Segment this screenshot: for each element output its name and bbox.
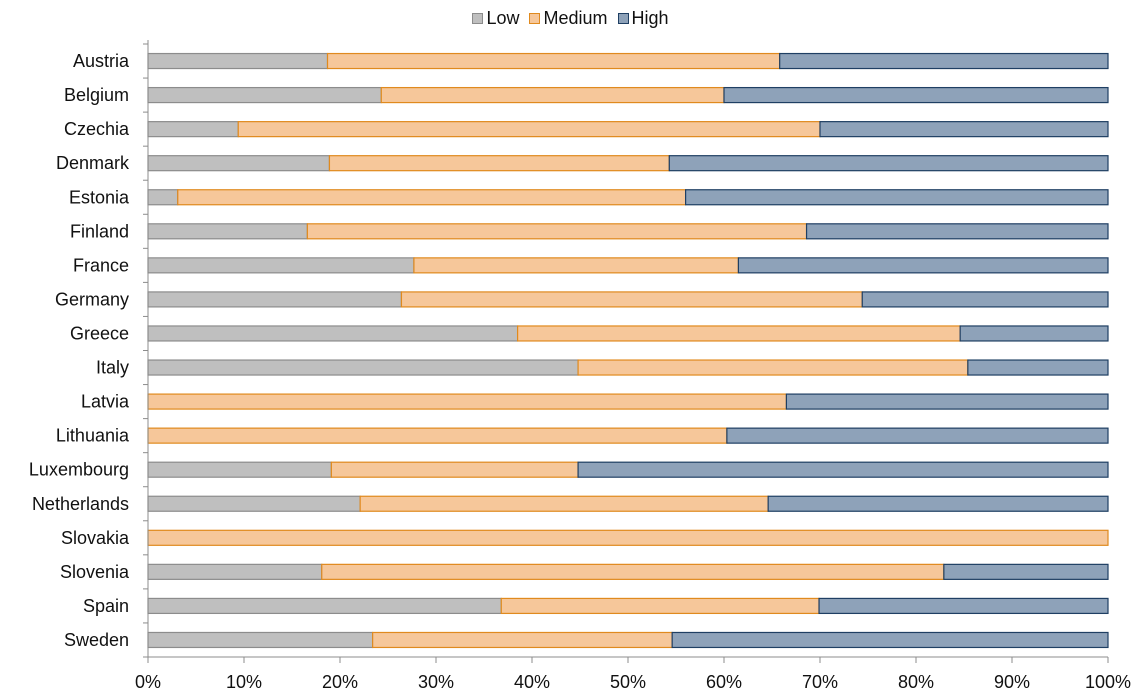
bar-medium-luxembourg bbox=[330, 461, 579, 478]
bar-high-germany bbox=[861, 291, 1109, 308]
bar-medium-spain bbox=[500, 597, 820, 615]
bar-medium-austria bbox=[326, 52, 781, 70]
bar-high-finland bbox=[805, 223, 1109, 240]
category-label: Belgium bbox=[64, 85, 129, 105]
bar-low-france bbox=[147, 257, 415, 274]
bar-medium-estonia bbox=[177, 189, 687, 206]
x-tick-label: 60% bbox=[706, 672, 742, 692]
category-label: Netherlands bbox=[32, 494, 129, 514]
legend-item-low: Low bbox=[472, 8, 519, 29]
bar-medium-denmark bbox=[328, 155, 670, 172]
bar-high-lithuania bbox=[726, 427, 1109, 444]
bar-medium-slovakia bbox=[147, 529, 1109, 546]
bar-medium-greece bbox=[516, 325, 961, 342]
bar-medium-lithuania bbox=[147, 427, 728, 444]
legend-swatch-medium bbox=[529, 13, 541, 24]
legend-label-low: Low bbox=[486, 8, 520, 28]
bar-low-luxembourg bbox=[147, 461, 332, 478]
bar-high-estonia bbox=[684, 189, 1109, 206]
legend-label-high: High bbox=[631, 8, 669, 28]
bar-high-austria bbox=[779, 52, 1109, 70]
bar-medium-italy bbox=[577, 359, 969, 376]
bar-medium-czechia bbox=[237, 121, 821, 138]
category-label: Lithuania bbox=[56, 426, 130, 446]
bar-low-austria bbox=[147, 52, 329, 70]
bar-low-italy bbox=[147, 359, 579, 376]
category-label: Czechia bbox=[64, 119, 130, 139]
bar-low-finland bbox=[147, 223, 308, 240]
legend-label-medium: Medium bbox=[543, 8, 608, 28]
bar-low-sweden bbox=[147, 631, 374, 649]
bar-medium-france bbox=[413, 257, 740, 274]
bar-high-greece bbox=[959, 325, 1109, 342]
bar-low-denmark bbox=[147, 155, 331, 172]
bar-high-slovenia bbox=[943, 563, 1109, 580]
bar-high-czechia bbox=[819, 121, 1109, 138]
category-label: Italy bbox=[96, 358, 129, 378]
category-label: Sweden bbox=[64, 630, 129, 650]
legend-swatch-high bbox=[617, 13, 629, 24]
bar-low-netherlands bbox=[147, 495, 361, 512]
category-label: Germany bbox=[55, 289, 129, 309]
bar-high-sweden bbox=[671, 631, 1109, 649]
bar-high-italy bbox=[967, 359, 1109, 376]
category-label: Slovakia bbox=[61, 528, 130, 548]
category-label: Finland bbox=[70, 221, 129, 241]
category-label: France bbox=[73, 255, 129, 275]
category-label: Denmark bbox=[56, 153, 130, 173]
legend-item-medium: Medium bbox=[529, 8, 608, 29]
x-tick-label: 70% bbox=[802, 672, 838, 692]
bar-medium-belgium bbox=[380, 86, 725, 104]
category-label: Slovenia bbox=[60, 562, 130, 582]
legend-swatch-low bbox=[472, 13, 484, 24]
category-label: Estonia bbox=[69, 187, 130, 207]
bar-high-france bbox=[737, 257, 1109, 274]
bar-low-spain bbox=[147, 597, 502, 615]
x-tick-label: 30% bbox=[418, 672, 454, 692]
legend-item-high: High bbox=[617, 8, 669, 29]
bar-high-spain bbox=[818, 597, 1109, 615]
x-tick-label: 100% bbox=[1085, 672, 1131, 692]
x-tick-label: 10% bbox=[226, 672, 262, 692]
bar-low-germany bbox=[147, 291, 403, 308]
bar-medium-latvia bbox=[147, 393, 788, 410]
bar-low-belgium bbox=[147, 86, 382, 104]
x-tick-label: 50% bbox=[610, 672, 646, 692]
legend: Low Medium High bbox=[0, 8, 1141, 29]
x-tick-label: 80% bbox=[898, 672, 934, 692]
bar-high-belgium bbox=[723, 86, 1109, 104]
bar-low-estonia bbox=[147, 189, 179, 206]
bar-high-netherlands bbox=[767, 495, 1109, 512]
x-tick-label: 90% bbox=[994, 672, 1030, 692]
bar-medium-germany bbox=[400, 291, 863, 308]
x-tick-label: 20% bbox=[322, 672, 358, 692]
category-label: Latvia bbox=[81, 392, 130, 412]
bar-low-czechia bbox=[147, 121, 239, 138]
bar-medium-finland bbox=[306, 223, 808, 240]
x-tick-label: 0% bbox=[135, 672, 161, 692]
bar-medium-sweden bbox=[372, 631, 673, 649]
category-label: Spain bbox=[83, 596, 129, 616]
bar-high-latvia bbox=[785, 393, 1109, 410]
category-label: Greece bbox=[70, 323, 129, 343]
category-label: Luxembourg bbox=[29, 460, 129, 480]
category-label: Austria bbox=[73, 51, 130, 71]
bar-medium-slovenia bbox=[321, 563, 945, 580]
bar-high-denmark bbox=[668, 155, 1109, 172]
bar-medium-netherlands bbox=[359, 495, 769, 512]
x-tick-label: 40% bbox=[514, 672, 550, 692]
bar-low-slovenia bbox=[147, 563, 323, 580]
bar-low-greece bbox=[147, 325, 519, 342]
bar-high-luxembourg bbox=[577, 461, 1109, 478]
